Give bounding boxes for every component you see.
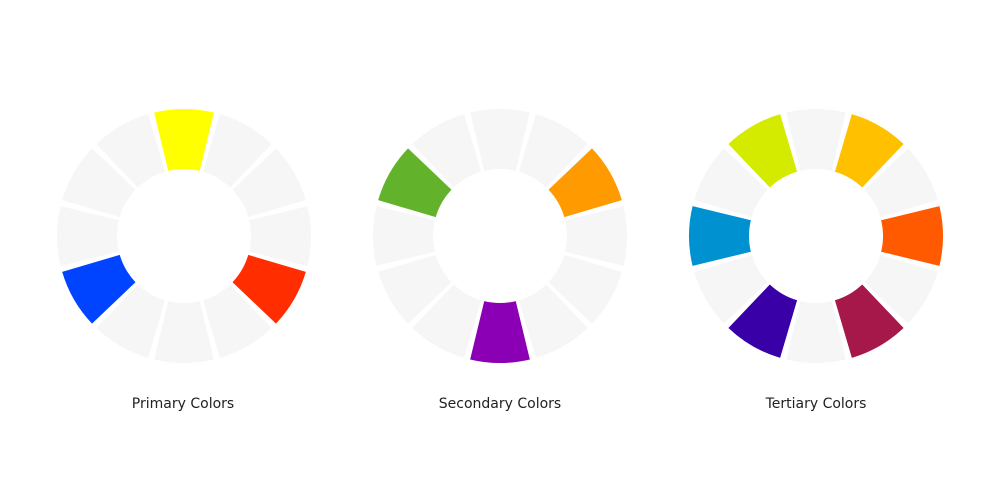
secondary-color-wheel (370, 106, 630, 366)
primary-wheel-segment-2 (202, 114, 272, 188)
primary-wheel-segment-6 (202, 284, 272, 358)
primary-wheel-segment-9 (62, 254, 136, 324)
tertiary-color-wheel (686, 106, 946, 366)
tertiary-wheel-segment-7 (786, 301, 846, 364)
tertiary-wheel-segment-9 (694, 254, 768, 324)
secondary-wheel-segment-3 (548, 148, 622, 218)
primary-wheel-segment-8 (96, 284, 166, 358)
secondary-wheel-segment-8 (412, 284, 482, 358)
tertiary-wheel-segment-4 (881, 206, 944, 266)
primary-wheel-segment-1 (154, 108, 214, 171)
primary-wheel-segment-12 (96, 114, 166, 188)
secondary-wheel-segment-1 (470, 108, 530, 171)
secondary-wheel-segment-4 (565, 206, 628, 266)
secondary-wheel-segment-6 (518, 284, 588, 358)
primary-wheel-segment-5 (232, 254, 306, 324)
tertiary-colors-label: Tertiary Colors (765, 396, 867, 412)
primary-color-wheel (54, 106, 314, 366)
secondary-wheel-segment-12 (412, 114, 482, 188)
secondary-wheel-segment-9 (378, 254, 452, 324)
primary-wheel-segment-7 (154, 301, 214, 364)
tertiary-wheel-segment-6 (834, 284, 904, 358)
tertiary-wheel-segment-10 (688, 206, 751, 266)
tertiary-wheel-segment-8 (728, 284, 798, 358)
tertiary-wheel-segment-1 (786, 108, 846, 171)
primary-colors-label: Primary Colors (131, 396, 235, 412)
tertiary-wheel-segment-3 (864, 148, 938, 218)
secondary-wheel-segment-5 (548, 254, 622, 324)
tertiary-wheel-segment-12 (728, 114, 798, 188)
primary-wheel-segment-4 (249, 206, 312, 266)
secondary-wheel-segment-10 (372, 206, 435, 266)
primary-wheel-segment-3 (232, 148, 306, 218)
secondary-wheel-segment-7 (470, 301, 530, 364)
tertiary-wheel-segment-2 (834, 114, 904, 188)
secondary-wheel-segment-2 (518, 114, 588, 188)
secondary-wheel-segment-11 (378, 148, 452, 218)
secondary-colors-label: Secondary Colors (438, 396, 562, 412)
primary-wheel-segment-10 (56, 206, 119, 266)
primary-wheel-svg (56, 108, 312, 364)
tertiary-wheel-segment-5 (864, 254, 938, 324)
tertiary-wheel-svg (688, 108, 944, 364)
primary-wheel-segment-11 (62, 148, 136, 218)
secondary-wheel-svg (372, 108, 628, 364)
tertiary-wheel-segment-11 (694, 148, 768, 218)
